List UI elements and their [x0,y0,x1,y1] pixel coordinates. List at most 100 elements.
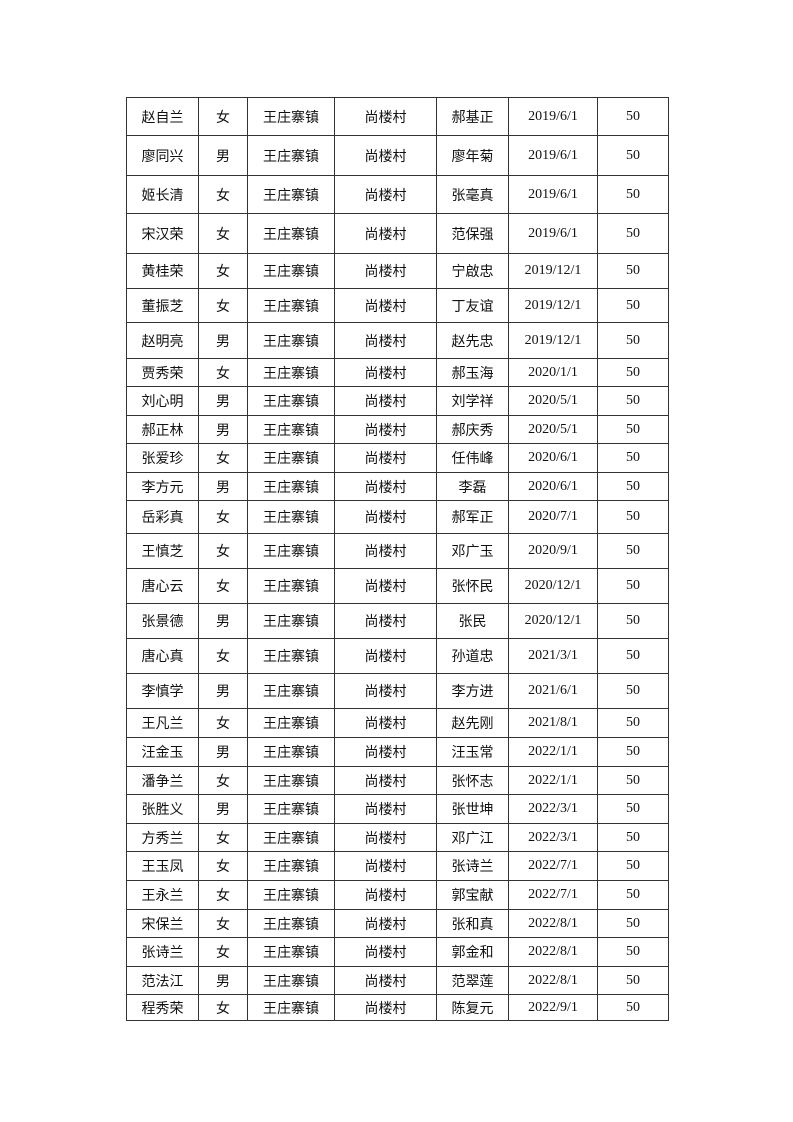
agent-cell: 郝军正 [436,500,509,534]
town-cell: 王庄寨镇 [247,937,335,967]
agent-cell: 宁啟忠 [436,253,509,289]
date-cell: 2020/5/1 [508,415,598,444]
amount-cell: 50 [597,322,669,359]
table-row: 李慎学男王庄寨镇 尚楼村 李方进 2021/6/1 50 [126,673,669,709]
village-cell: 尚楼村 [334,500,437,534]
village-cell: 尚楼村 [334,568,437,604]
village-cell: 尚楼村 [334,737,437,767]
table-row: 王玉凤女王庄寨镇 尚楼村 张诗兰 2022/7/1 50 [126,851,669,881]
table-row: 岳彩真女王庄寨镇 尚楼村 郝军正 2020/7/1 50 [126,500,669,534]
table-row: 黄桂荣女王庄寨镇 尚楼村 宁啟忠 2019/12/1 50 [126,253,669,289]
date-cell: 2019/12/1 [508,322,598,359]
amount-cell: 50 [597,97,669,136]
table-row: 张胜义男王庄寨镇 尚楼村 张世坤 2022/3/1 50 [126,794,669,824]
gender-cell: 女 [198,937,248,967]
gender-cell: 女 [198,766,248,795]
village-cell: 尚楼村 [334,638,437,674]
name-cell: 张景德 [126,603,199,639]
agent-cell: 赵先刚 [436,708,509,738]
date-cell: 2020/5/1 [508,386,598,416]
village-cell: 尚楼村 [334,443,437,473]
amount-cell: 50 [597,937,669,967]
name-cell: 岳彩真 [126,500,199,534]
date-cell: 2022/3/1 [508,823,598,852]
gender-cell: 女 [198,97,248,136]
amount-cell: 50 [597,288,669,323]
amount-cell: 50 [597,213,669,254]
name-cell: 张胜义 [126,794,199,824]
name-cell: 李方元 [126,472,199,501]
date-cell: 2019/12/1 [508,288,598,323]
amount-cell: 50 [597,794,669,824]
table-row: 王慎芝女王庄寨镇 尚楼村 邓广玉 2020/9/1 50 [126,533,669,569]
town-cell: 王庄寨镇 [247,443,335,473]
agent-cell: 邓广江 [436,823,509,852]
name-cell: 宋汉荣 [126,213,199,254]
village-cell: 尚楼村 [334,880,437,910]
amount-cell: 50 [597,135,669,176]
town-cell: 王庄寨镇 [247,794,335,824]
village-cell: 尚楼村 [334,533,437,569]
agent-cell: 邓广玉 [436,533,509,569]
name-cell: 唐心云 [126,568,199,604]
table-row: 王凡兰女王庄寨镇 尚楼村 赵先刚 2021/8/1 50 [126,708,669,738]
name-cell: 范法江 [126,966,199,995]
agent-cell: 张毫真 [436,175,509,214]
name-cell: 刘心明 [126,386,199,416]
amount-cell: 50 [597,638,669,674]
date-cell: 2019/6/1 [508,175,598,214]
town-cell: 王庄寨镇 [247,823,335,852]
agent-cell: 郭宝献 [436,880,509,910]
name-cell: 王永兰 [126,880,199,910]
gender-cell: 男 [198,794,248,824]
amount-cell: 50 [597,880,669,910]
gender-cell: 男 [198,386,248,416]
town-cell: 王庄寨镇 [247,638,335,674]
date-cell: 2022/7/1 [508,880,598,910]
date-cell: 2019/12/1 [508,253,598,289]
date-cell: 2020/6/1 [508,443,598,473]
name-cell: 张爱珍 [126,443,199,473]
name-cell: 董振芝 [126,288,199,323]
date-cell: 2022/9/1 [508,994,598,1021]
village-cell: 尚楼村 [334,603,437,639]
village-cell: 尚楼村 [334,909,437,938]
table-row: 张爱珍女王庄寨镇 尚楼村 任伟峰 2020/6/1 50 [126,443,669,473]
name-cell: 赵自兰 [126,97,199,136]
town-cell: 王庄寨镇 [247,253,335,289]
agent-cell: 陈复元 [436,994,509,1021]
town-cell: 王庄寨镇 [247,851,335,881]
amount-cell: 50 [597,737,669,767]
table-row: 郝正林男王庄寨镇 尚楼村 郝庆秀 2020/5/1 50 [126,415,669,444]
name-cell: 张诗兰 [126,937,199,967]
village-cell: 尚楼村 [334,288,437,323]
village-cell: 尚楼村 [334,823,437,852]
village-cell: 尚楼村 [334,97,437,136]
agent-cell: 张怀民 [436,568,509,604]
agent-cell: 李磊 [436,472,509,501]
town-cell: 王庄寨镇 [247,213,335,254]
gender-cell: 男 [198,472,248,501]
table-row: 刘心明男王庄寨镇 尚楼村 刘学祥 2020/5/1 50 [126,386,669,416]
village-cell: 尚楼村 [334,673,437,709]
name-cell: 方秀兰 [126,823,199,852]
village-cell: 尚楼村 [334,322,437,359]
amount-cell: 50 [597,415,669,444]
name-cell: 贾秀荣 [126,358,199,387]
amount-cell: 50 [597,533,669,569]
town-cell: 王庄寨镇 [247,673,335,709]
gender-cell: 女 [198,708,248,738]
amount-cell: 50 [597,708,669,738]
amount-cell: 50 [597,358,669,387]
table-row: 范法江男王庄寨镇 尚楼村 范翠莲 2022/8/1 50 [126,966,669,995]
date-cell: 2022/8/1 [508,966,598,995]
name-cell: 王凡兰 [126,708,199,738]
town-cell: 王庄寨镇 [247,472,335,501]
village-cell: 尚楼村 [334,358,437,387]
village-cell: 尚楼村 [334,175,437,214]
table-row: 唐心云女王庄寨镇 尚楼村 张怀民 2020/12/1 50 [126,568,669,604]
town-cell: 王庄寨镇 [247,708,335,738]
date-cell: 2022/7/1 [508,851,598,881]
town-cell: 王庄寨镇 [247,500,335,534]
table-row: 潘争兰女王庄寨镇 尚楼村 张怀志 2022/1/1 50 [126,766,669,795]
